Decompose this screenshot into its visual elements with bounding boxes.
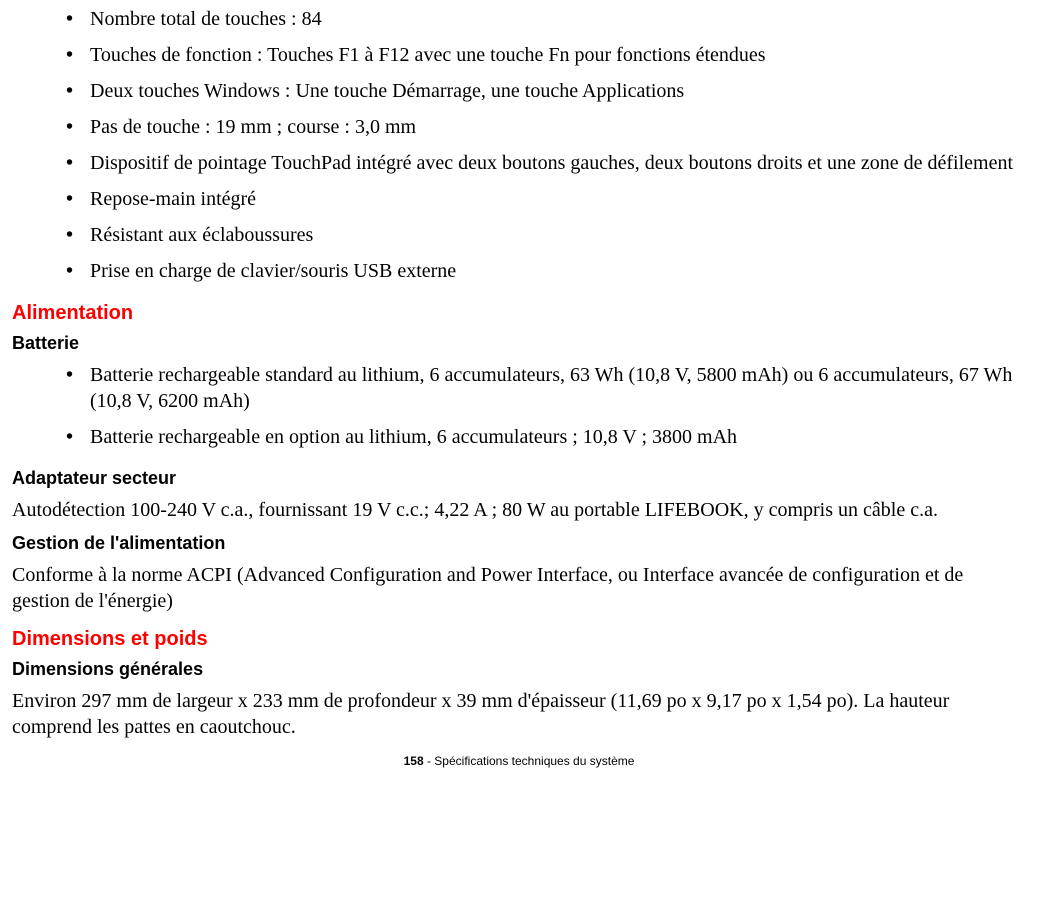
list-item: Dispositif de pointage TouchPad intégré … <box>66 150 1026 176</box>
list-item: Nombre total de touches : 84 <box>66 6 1026 32</box>
list-item: Batterie rechargeable en option au lithi… <box>66 424 1026 450</box>
battery-spec-list: Batterie rechargeable standard au lithiu… <box>12 362 1026 450</box>
list-item: Repose-main intégré <box>66 186 1026 212</box>
section-heading-dimensions: Dimensions et poids <box>12 628 1026 651</box>
adapter-text: Autodétection 100-240 V c.a., fournissan… <box>12 497 1026 523</box>
list-item: Touches de fonction : Touches F1 à F12 a… <box>66 42 1026 68</box>
list-item: Deux touches Windows : Une touche Démarr… <box>66 78 1026 104</box>
dimensions-text: Environ 297 mm de largeur x 233 mm de pr… <box>12 688 1026 740</box>
footer-label: Spécifications techniques du système <box>434 754 634 768</box>
page-number: 158 <box>404 754 424 768</box>
section-heading-power: Alimentation <box>12 302 1026 325</box>
footer-separator: - <box>424 754 435 768</box>
list-item: Prise en charge de clavier/souris USB ex… <box>66 258 1026 284</box>
list-item: Résistant aux éclaboussures <box>66 222 1026 248</box>
subheading-adapter: Adaptateur secteur <box>12 468 1026 489</box>
list-item: Batterie rechargeable standard au lithiu… <box>66 362 1026 414</box>
subheading-dimensions-general: Dimensions générales <box>12 659 1026 680</box>
keyboard-spec-list: Nombre total de touches : 84 Touches de … <box>12 6 1026 284</box>
power-management-text: Conforme à la norme ACPI (Advanced Confi… <box>12 562 1026 614</box>
list-item: Pas de touche : 19 mm ; course : 3,0 mm <box>66 114 1026 140</box>
subheading-power-management: Gestion de l'alimentation <box>12 533 1026 554</box>
page-footer: 158 - Spécifications techniques du systè… <box>12 754 1026 768</box>
subheading-battery: Batterie <box>12 333 1026 354</box>
